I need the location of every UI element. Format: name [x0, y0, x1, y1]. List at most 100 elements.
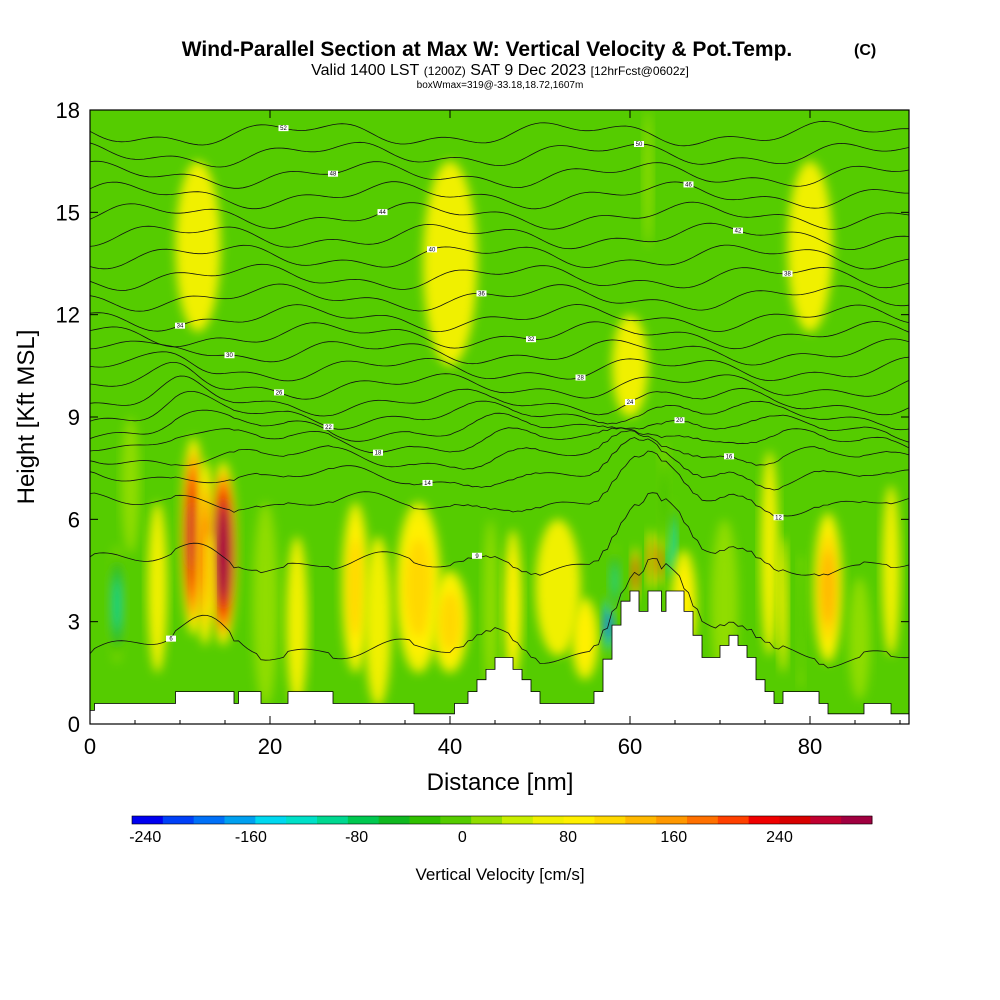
x-tick-label: 40	[438, 734, 462, 759]
y-tick-label: 12	[56, 303, 80, 328]
isentrope	[90, 558, 909, 669]
velocity-level	[798, 582, 804, 662]
colorbar-swatch	[779, 816, 811, 824]
isentrope-label: 28	[577, 376, 584, 382]
isentrope-label-box	[274, 389, 284, 396]
terrain-mask	[90, 590, 909, 724]
velocity-level	[113, 580, 121, 629]
velocity-level	[219, 527, 227, 579]
x-tick-label: 20	[258, 734, 282, 759]
isentrope-label-box	[575, 374, 586, 381]
colorbar-tick-label: -80	[345, 829, 368, 846]
velocity-cell	[612, 314, 648, 418]
isentrope-label-box	[377, 209, 388, 216]
isentrope	[90, 450, 909, 518]
isentrope	[90, 283, 909, 312]
colorbar-tick-label: -160	[235, 829, 267, 846]
y-axis-title: Height [Kft MSL]	[13, 330, 40, 505]
isentrope	[90, 321, 909, 350]
isentrope-label: 30	[226, 353, 233, 359]
velocity-cell	[286, 536, 308, 707]
colorbar-swatch	[378, 816, 410, 824]
velocity-cell	[423, 161, 477, 366]
velocity-level	[121, 417, 140, 554]
chart-title: Wind-Parallel Section at Max W: Vertical…	[182, 38, 793, 61]
y-tick-label: 15	[56, 200, 80, 225]
isentrope-label: 50	[636, 142, 643, 148]
colorbar-swatch	[317, 816, 349, 824]
colorbar-swatch	[841, 816, 873, 824]
x-tick-label: 80	[798, 734, 822, 759]
isentrope	[90, 141, 909, 168]
isentrope-label: 48	[330, 172, 337, 178]
velocity-cell	[364, 536, 392, 707]
isentrope-label: 6	[169, 637, 173, 643]
velocity-cell	[175, 161, 221, 332]
velocity-level	[612, 566, 617, 595]
isentrope-label-box	[782, 270, 793, 277]
velocity-cell	[121, 417, 140, 554]
velocity-level	[779, 556, 787, 653]
isentrope-label: 24	[627, 400, 634, 406]
isentrope-label-box	[323, 423, 334, 430]
colorbar-swatch	[594, 816, 626, 824]
isentrope-label-box	[427, 246, 437, 253]
isentrope-label-box	[328, 170, 338, 177]
colorbar-swatch	[502, 816, 534, 824]
colorbar-tick-label: 0	[458, 829, 467, 846]
x-tick-label: 60	[618, 734, 642, 759]
isentrope-label: 52	[280, 126, 287, 132]
colorbar-swatch	[132, 816, 164, 824]
velocity-cell	[643, 110, 653, 247]
isentrope-label-box	[476, 290, 487, 297]
velocity-level	[175, 161, 221, 332]
isentrope-label: 42	[735, 229, 742, 235]
velocity-level	[483, 519, 498, 690]
velocity-level	[147, 502, 168, 673]
velocity-cell	[787, 161, 833, 332]
isentrope	[90, 181, 909, 210]
colorbar-swatch	[471, 816, 503, 824]
colorbar-swatch	[687, 816, 719, 824]
velocity-cell	[656, 532, 664, 588]
isentrope	[90, 437, 909, 491]
velocity-level	[252, 502, 279, 707]
colorbar-swatch	[347, 816, 380, 824]
velocity-level	[612, 314, 648, 418]
colorbar-swatch	[162, 816, 195, 824]
velocity-level	[439, 592, 461, 652]
colorbar-frame	[131, 815, 873, 825]
plot-area: 6 9 12 14 16 18 20 22 24 26 28 30 32 34 36 38 40 42 44 46 48…	[90, 110, 909, 724]
isentrope	[90, 492, 909, 577]
velocity-level	[575, 609, 595, 668]
box-info: boxWmax=319@-33.18,18.72,1607m	[417, 80, 584, 91]
isentrope	[90, 263, 909, 291]
velocity-level	[658, 550, 661, 570]
colorbar-swatch	[440, 816, 472, 824]
colorbar-tick-label: 240	[766, 829, 793, 846]
velocity-cell	[504, 529, 522, 680]
colorbar-swatch	[193, 816, 225, 824]
velocity-level	[851, 595, 868, 683]
velocity-level	[506, 551, 520, 658]
velocity-cell	[535, 519, 581, 656]
x-tick-label: 0	[84, 734, 96, 759]
isentrope-label: 9	[475, 554, 479, 560]
colorbar-swatch	[286, 816, 318, 824]
velocity-level	[364, 536, 392, 707]
isentrope	[90, 304, 909, 333]
velocity-cell	[252, 502, 279, 707]
valid-date: SAT 9 Dec 2023	[470, 62, 586, 79]
velocity-level	[649, 547, 653, 573]
velocity-cell	[631, 546, 640, 602]
y-tick-label: 6	[68, 507, 80, 532]
y-tick-label: 0	[68, 712, 80, 737]
velocity-level	[347, 538, 364, 637]
forecast-info: [12hrFcst@0602z]	[591, 64, 689, 78]
colorbar-swatch	[717, 816, 750, 824]
copyright-mark: (C)	[854, 42, 876, 59]
velocity-cell	[760, 451, 779, 656]
velocity-cell	[609, 546, 621, 615]
